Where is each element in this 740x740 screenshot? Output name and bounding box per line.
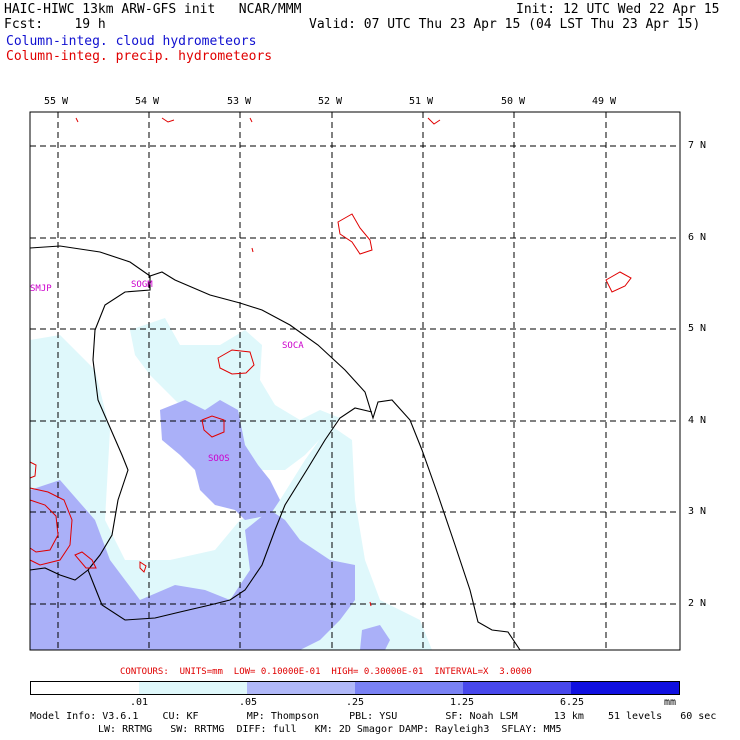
colorbar-swatch — [139, 682, 247, 694]
colorbar — [30, 681, 680, 695]
lat-label-3n: 3 N — [688, 506, 707, 517]
colorbar-swatch — [247, 682, 355, 694]
colorbar-swatch — [463, 682, 571, 694]
lon-label-53w: 53 W — [227, 96, 252, 107]
coastline — [29, 245, 521, 651]
cloud-hydrometeor-shading — [30, 318, 432, 650]
colorbar-label: .25 — [346, 697, 365, 708]
colorbar-swatch — [31, 682, 139, 694]
precip-contours — [29, 117, 632, 607]
field-label-precip: Column-integ. precip. hydrometeors — [6, 49, 273, 64]
colorbar-label: .05 — [239, 697, 258, 708]
lon-label-54w: 54 W — [135, 96, 160, 107]
lat-label-6n: 6 N — [688, 232, 707, 243]
lat-label-7n: 7 N — [688, 140, 707, 151]
model-info-line1: Model Info: V3.6.1 CU: KF MP: Thompson P… — [30, 711, 717, 722]
map-gridlines — [30, 112, 680, 650]
station-label-smjp: SMJP — [30, 284, 52, 294]
colorbar-units: mm — [664, 697, 677, 708]
lon-label-49w: 49 W — [592, 96, 617, 107]
lon-label-52w: 52 W — [318, 96, 343, 107]
lon-label-55w: 55 W — [44, 96, 69, 107]
contours-info: CONTOURS: UNITS=mm LOW= 0.10000E-01 HIGH… — [120, 667, 532, 677]
valid-time: Valid: 07 UTC Thu 23 Apr 15 (04 LST Thu … — [309, 17, 701, 32]
station-label-soca: SOCA — [282, 341, 304, 351]
station-label-soos: SOOS — [208, 454, 230, 464]
colorbar-label: .01 — [130, 697, 149, 708]
colorbar-swatch — [571, 682, 679, 694]
init-time: Init: 12 UTC Wed 22 Apr 15 — [516, 2, 720, 17]
forecast-hour: Fcst: 19 h — [4, 17, 106, 32]
lat-label-2n: 2 N — [688, 598, 707, 609]
colorbar-label: 1.25 — [450, 697, 475, 708]
station-label-sogm: SOGM — [131, 280, 153, 290]
colorbar-swatch — [355, 682, 463, 694]
lat-label-5n: 5 N — [688, 323, 707, 334]
model-info-line2: LW: RRTMG SW: RRTMG DIFF: full KM: 2D Sm… — [98, 724, 562, 735]
colorbar-label: 6.25 — [560, 697, 585, 708]
lat-label-4n: 4 N — [688, 415, 707, 426]
lon-label-51w: 51 W — [409, 96, 434, 107]
field-label-cloud: Column-integ. cloud hydrometeors — [6, 34, 257, 49]
plot-title: HAIC-HIWC 13km ARW-GFS init NCAR/MMM — [4, 2, 302, 17]
lon-label-50w: 50 W — [501, 96, 526, 107]
map-frame — [29, 111, 681, 651]
